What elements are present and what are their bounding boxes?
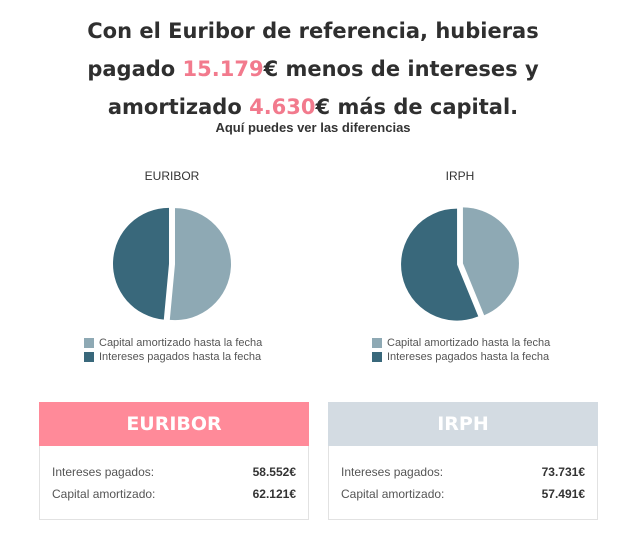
intereses-label: Intereses pagados: (341, 465, 444, 479)
legend-label: Intereses pagados hasta la fecha (99, 351, 262, 363)
euribor-card: EURIBOR Intereses pagados: 58.552€ Capit… (39, 402, 309, 520)
headline-line-2-pre: pagado (87, 57, 183, 81)
capital-value: 57.491€ (541, 487, 585, 501)
intereses-value: 73.731€ (541, 465, 585, 479)
irph-pie (401, 207, 519, 321)
legend-item-intereses: Intereses pagados hasta la fecha (84, 350, 262, 364)
headline-line-2-post: € menos de intereses y (263, 57, 539, 81)
subtitle: Aquí puedes ver las diferencias (215, 120, 411, 135)
headline: Con el Euribor de referencia, hubieras p… (0, 12, 626, 126)
capital-label: Capital amortizado: (341, 487, 445, 501)
legend-swatch-capital (372, 338, 382, 348)
capital-label: Capital amortizado: (52, 487, 156, 501)
intereses-label: Intereses pagados: (52, 465, 155, 479)
headline-line-3-post: € más de capital. (315, 95, 519, 119)
irph-legend: Capital amortizado hasta la fecha Intere… (372, 336, 550, 364)
headline-line-1: Con el Euribor de referencia, hubieras (87, 19, 539, 43)
legend-swatch-intereses (372, 352, 382, 362)
legend-label: Capital amortizado hasta la fecha (99, 337, 263, 349)
interest-difference-amount: 15.179 (182, 57, 264, 81)
pie-slice-capital (462, 207, 519, 316)
legend-swatch-capital (84, 338, 94, 348)
intereses-row: Intereses pagados: 73.731€ (329, 461, 597, 483)
chart-title: EURIBOR (144, 169, 200, 183)
headline-line-3: amortizado 4.630€ más de capital. (0, 88, 626, 126)
card-title: IRPH (328, 402, 598, 446)
capital-value: 62.121€ (252, 487, 296, 501)
legend-label: Intereses pagados hasta la fecha (387, 351, 550, 363)
legend-item-capital: Capital amortizado hasta la fecha (372, 336, 550, 350)
legend-item-capital: Capital amortizado hasta la fecha (84, 336, 262, 350)
legend-item-intereses: Intereses pagados hasta la fecha (372, 350, 550, 364)
pie-slice-intereses (113, 207, 170, 320)
capital-row: Capital amortizado: 57.491€ (329, 483, 597, 505)
headline-line-3-pre: amortizado (107, 95, 250, 119)
capital-row: Capital amortizado: 62.121€ (40, 483, 308, 505)
legend-swatch-intereses (84, 352, 94, 362)
capital-difference-amount: 4.630 (249, 95, 316, 119)
card-title: EURIBOR (39, 402, 309, 446)
pie-slice-capital (169, 208, 231, 321)
euribor-legend: Capital amortizado hasta la fecha Intere… (84, 336, 262, 364)
intereses-row: Intereses pagados: 58.552€ (40, 461, 308, 483)
irph-card: IRPH Intereses pagados: 73.731€ Capital … (328, 402, 598, 520)
headline-line-2: pagado 15.179€ menos de intereses y (0, 50, 626, 88)
pie-slice-intereses (401, 208, 479, 321)
irph-chart: IRPH (340, 168, 580, 326)
legend-label: Capital amortizado hasta la fecha (387, 337, 551, 349)
euribor-pie (113, 207, 231, 321)
euribor-chart: EURIBOR (52, 168, 292, 326)
chart-title: IRPH (445, 169, 475, 183)
intereses-value: 58.552€ (252, 465, 296, 479)
